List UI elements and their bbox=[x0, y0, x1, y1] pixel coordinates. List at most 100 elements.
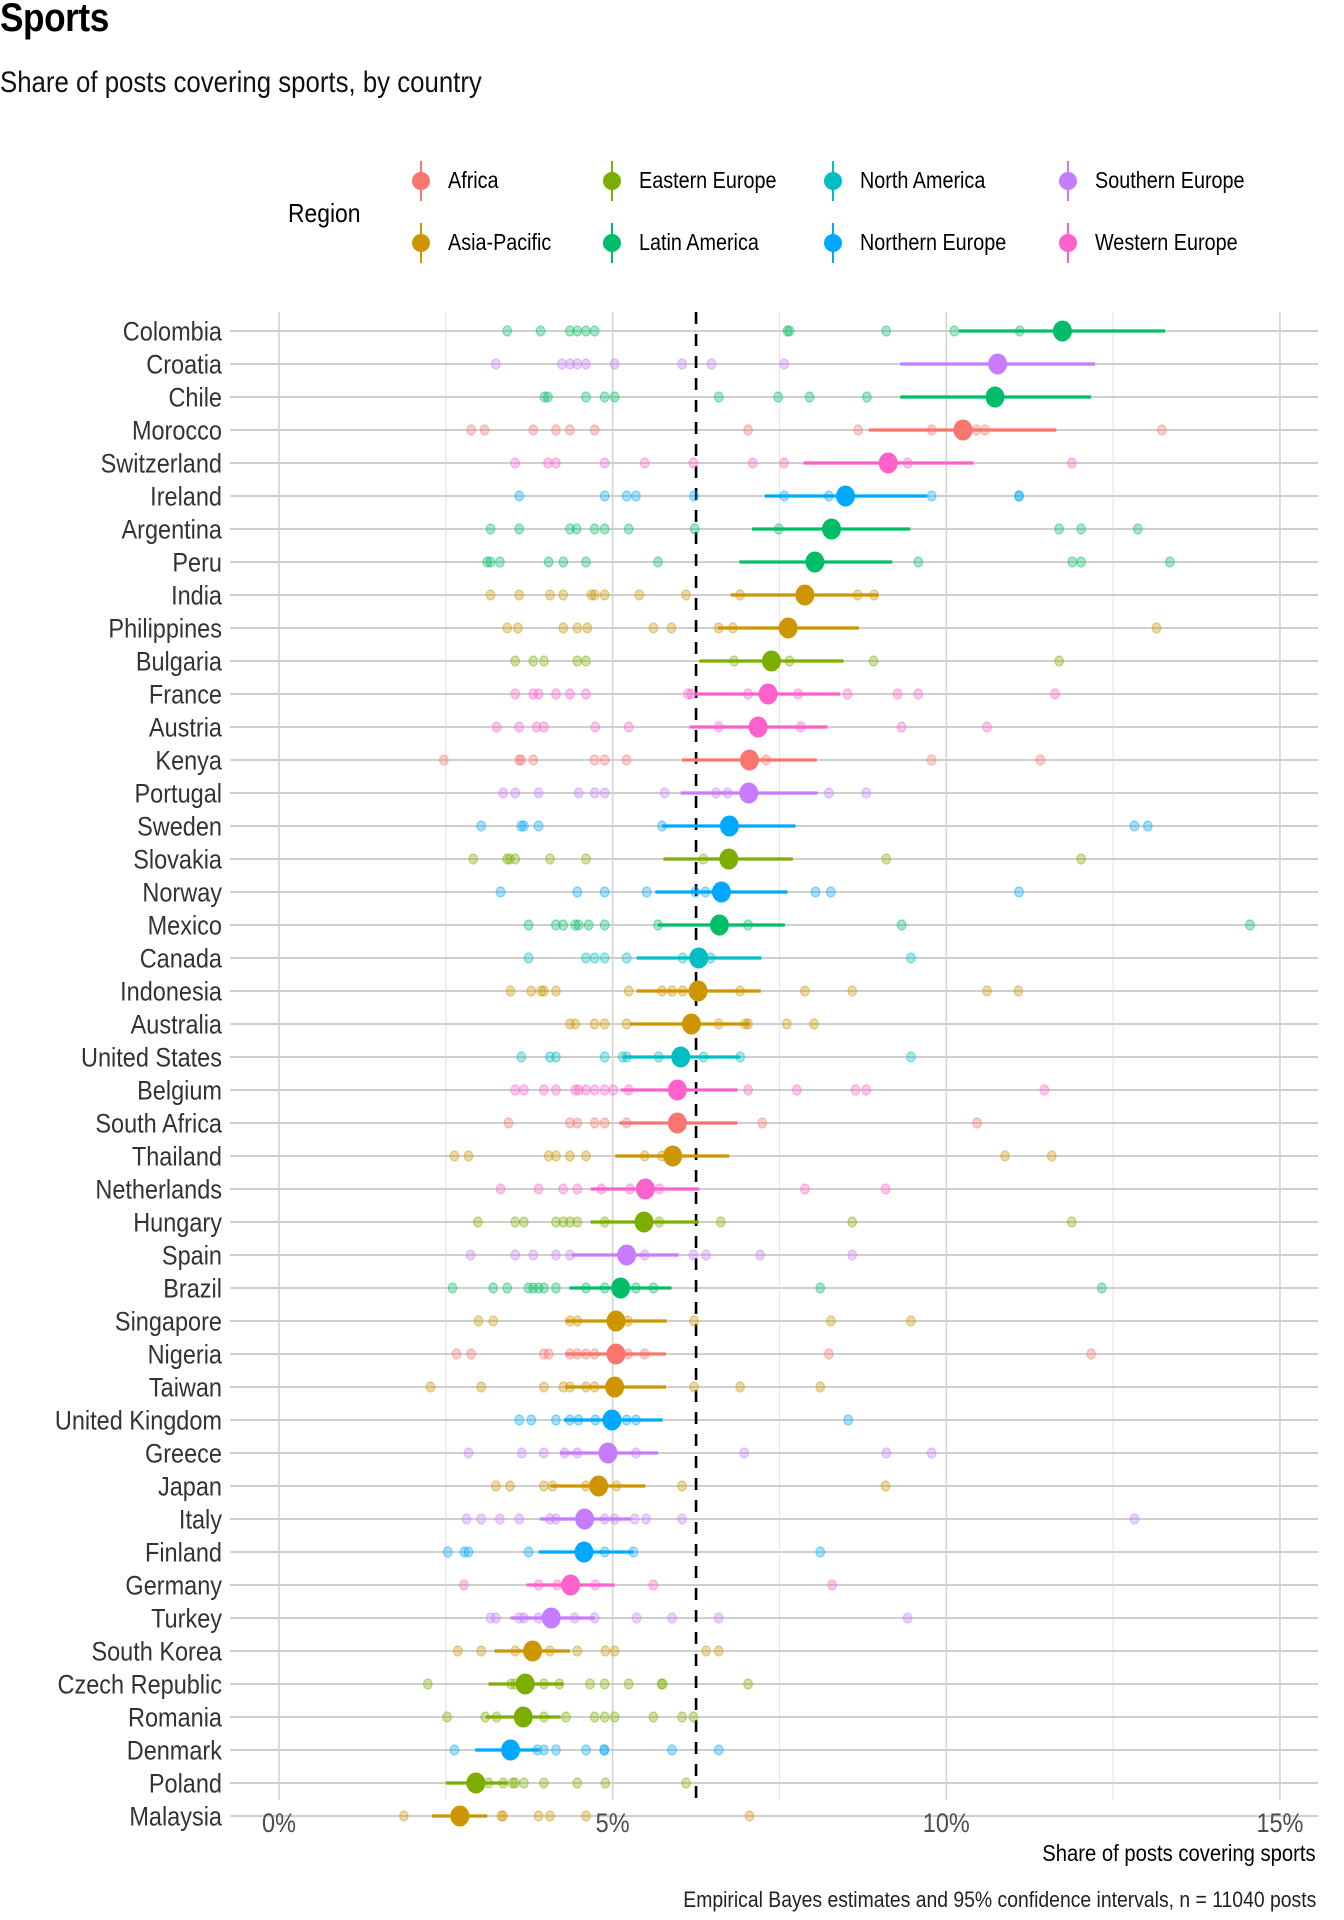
raw-point bbox=[659, 787, 670, 799]
raw-point bbox=[683, 688, 693, 700]
raw-point bbox=[599, 457, 610, 469]
estimate-point bbox=[635, 1178, 655, 1200]
raw-point bbox=[850, 1084, 861, 1096]
country-label: Spain bbox=[162, 1241, 222, 1271]
raw-point bbox=[982, 985, 992, 997]
raw-point bbox=[892, 688, 903, 700]
raw-point bbox=[496, 1810, 507, 1822]
raw-point bbox=[881, 853, 892, 865]
raw-point bbox=[570, 919, 581, 931]
raw-point bbox=[815, 1381, 826, 1393]
estimate-point bbox=[598, 1442, 618, 1464]
raw-point bbox=[689, 1381, 699, 1393]
estimate-point bbox=[602, 1409, 622, 1431]
raw-point bbox=[539, 391, 550, 403]
x-axis-title: Share of posts covering sports bbox=[1042, 1840, 1316, 1866]
estimate-point bbox=[689, 947, 709, 969]
estimate-point bbox=[667, 1112, 687, 1134]
raw-point bbox=[510, 1084, 521, 1096]
raw-point bbox=[528, 655, 539, 667]
raw-point bbox=[494, 556, 505, 568]
x-tick-label: 0% bbox=[262, 1809, 296, 1839]
country-label: Hungary bbox=[133, 1208, 222, 1238]
raw-point bbox=[561, 1711, 571, 1723]
raw-point bbox=[599, 1744, 610, 1756]
raw-point bbox=[972, 1117, 982, 1129]
chart-subtitle: Share of posts covering sports, by count… bbox=[0, 66, 482, 99]
raw-point bbox=[686, 688, 697, 700]
raw-point bbox=[507, 1777, 518, 1789]
raw-point bbox=[490, 1612, 501, 1624]
raw-point bbox=[512, 622, 523, 634]
raw-point bbox=[539, 721, 549, 733]
estimate-point bbox=[748, 716, 768, 738]
country-label: Romania bbox=[128, 1703, 223, 1733]
raw-point bbox=[599, 787, 610, 799]
raw-point bbox=[495, 886, 506, 898]
raw-point bbox=[599, 1018, 610, 1030]
country-label: South Africa bbox=[95, 1109, 222, 1139]
raw-point bbox=[713, 1645, 724, 1657]
estimate-point bbox=[617, 1244, 637, 1266]
raw-point bbox=[502, 1282, 513, 1294]
raw-point bbox=[1076, 556, 1086, 568]
raw-point bbox=[1000, 1150, 1010, 1162]
x-axis-tick-labels: 0% 5% 10% 15% bbox=[262, 1809, 1303, 1839]
raw-point bbox=[1014, 490, 1024, 502]
estimate-point bbox=[611, 1277, 631, 1299]
raw-point bbox=[514, 721, 525, 733]
raw-point bbox=[589, 1711, 600, 1723]
x-tick-label: 10% bbox=[923, 1809, 970, 1839]
raw-point bbox=[502, 622, 513, 634]
country-label: Croatia bbox=[146, 350, 223, 380]
raw-point bbox=[609, 1645, 620, 1657]
estimate-point bbox=[575, 1508, 595, 1530]
raw-point bbox=[1142, 820, 1153, 832]
raw-point bbox=[543, 556, 554, 568]
raw-point bbox=[472, 1216, 483, 1228]
raw-point bbox=[461, 1513, 472, 1525]
raw-point bbox=[491, 721, 502, 733]
raw-point bbox=[502, 853, 513, 865]
raw-point bbox=[1164, 556, 1175, 568]
raw-point bbox=[558, 1183, 569, 1195]
raw-point bbox=[485, 589, 496, 601]
estimate-point bbox=[561, 1574, 581, 1596]
country-label: Nigeria bbox=[148, 1340, 223, 1370]
country-label: United Kingdom bbox=[55, 1406, 222, 1436]
raw-point bbox=[526, 985, 537, 997]
estimate-point bbox=[953, 419, 973, 441]
country-label: Indonesia bbox=[120, 977, 223, 1007]
raw-point bbox=[713, 1744, 724, 1756]
raw-point bbox=[589, 424, 600, 436]
estimate-point bbox=[667, 1079, 687, 1101]
raw-point bbox=[599, 1117, 610, 1129]
raw-point bbox=[518, 1216, 529, 1228]
raw-point bbox=[823, 1348, 834, 1360]
raw-point bbox=[463, 1447, 474, 1459]
raw-point bbox=[510, 655, 521, 667]
raw-point bbox=[581, 391, 591, 403]
estimate-point bbox=[761, 650, 781, 672]
country-label: Argentina bbox=[121, 515, 222, 545]
raw-point bbox=[539, 1744, 549, 1756]
raw-point bbox=[853, 424, 864, 436]
raw-point bbox=[825, 886, 836, 898]
raw-point bbox=[667, 1744, 677, 1756]
raw-point bbox=[586, 589, 597, 601]
country-label: Japan bbox=[158, 1472, 222, 1502]
country-label: Peru bbox=[172, 548, 222, 578]
raw-point bbox=[572, 1645, 583, 1657]
raw-point bbox=[565, 1216, 575, 1228]
raw-point bbox=[623, 721, 634, 733]
raw-point bbox=[518, 1777, 529, 1789]
y-axis-labels: ColombiaCroatiaChileMoroccoSwitzerlandIr… bbox=[55, 317, 223, 1832]
raw-point bbox=[572, 325, 583, 337]
estimate-point bbox=[688, 980, 708, 1002]
raw-point bbox=[677, 1513, 687, 1525]
country-label: France bbox=[149, 680, 222, 710]
raw-point bbox=[913, 688, 924, 700]
raw-point bbox=[706, 358, 717, 370]
raw-point bbox=[1129, 1513, 1140, 1525]
